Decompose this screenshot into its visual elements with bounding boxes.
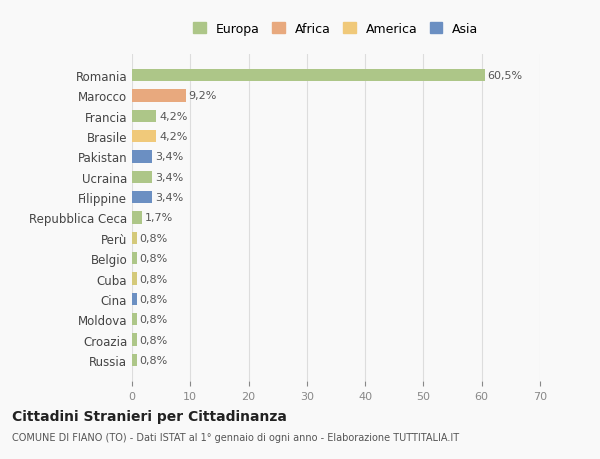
Bar: [132, 313, 137, 325]
Bar: [132, 70, 485, 82]
Bar: [132, 111, 157, 123]
Text: Cittadini Stranieri per Cittadinanza: Cittadini Stranieri per Cittadinanza: [12, 409, 287, 423]
Text: 0,8%: 0,8%: [140, 294, 168, 304]
Legend: Europa, Africa, America, Asia: Europa, Africa, America, Asia: [190, 19, 482, 39]
Text: 3,4%: 3,4%: [155, 152, 183, 162]
Text: 4,2%: 4,2%: [160, 112, 188, 122]
Bar: [132, 232, 137, 244]
Text: 4,2%: 4,2%: [160, 132, 188, 142]
Text: 60,5%: 60,5%: [488, 71, 523, 81]
Bar: [132, 273, 137, 285]
Text: 0,8%: 0,8%: [140, 274, 168, 284]
Text: 3,4%: 3,4%: [155, 193, 183, 203]
Text: 3,4%: 3,4%: [155, 173, 183, 182]
Bar: [132, 192, 152, 204]
Text: 1,7%: 1,7%: [145, 213, 173, 223]
Bar: [132, 293, 137, 305]
Text: 0,8%: 0,8%: [140, 335, 168, 345]
Bar: [132, 212, 142, 224]
Text: 0,8%: 0,8%: [140, 233, 168, 243]
Text: 0,8%: 0,8%: [140, 314, 168, 325]
Bar: [132, 131, 157, 143]
Bar: [132, 334, 137, 346]
Bar: [132, 171, 152, 184]
Bar: [132, 252, 137, 265]
Text: COMUNE DI FIANO (TO) - Dati ISTAT al 1° gennaio di ogni anno - Elaborazione TUTT: COMUNE DI FIANO (TO) - Dati ISTAT al 1° …: [12, 432, 459, 442]
Text: 0,8%: 0,8%: [140, 254, 168, 263]
Bar: [132, 354, 137, 366]
Bar: [132, 90, 185, 102]
Text: 9,2%: 9,2%: [188, 91, 217, 101]
Bar: [132, 151, 152, 163]
Text: 0,8%: 0,8%: [140, 355, 168, 365]
